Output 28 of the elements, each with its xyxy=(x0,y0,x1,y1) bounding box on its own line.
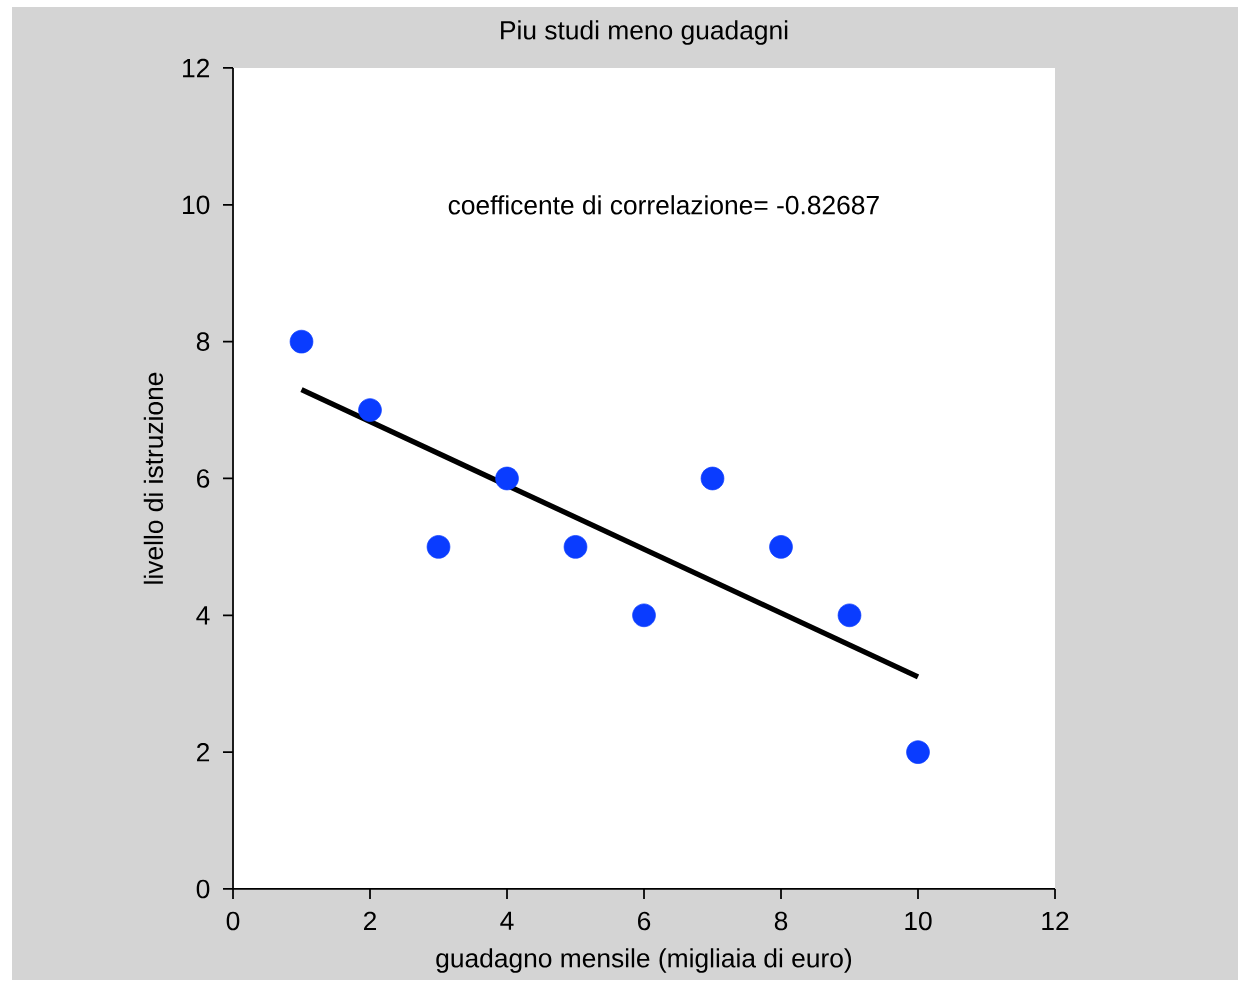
point xyxy=(632,603,656,628)
y-tick-label: 8 xyxy=(196,332,210,351)
point xyxy=(700,466,725,491)
x-tick-label: 6 xyxy=(638,911,651,931)
x-tick-label: 12 xyxy=(1042,911,1069,931)
point xyxy=(837,603,862,628)
y-tick-label: 10 xyxy=(183,195,210,215)
annotation: coefficente di correlazione= -0.82687 xyxy=(448,195,879,215)
y-tick-label: 4 xyxy=(196,606,210,625)
y-tick-label: 6 xyxy=(197,469,210,488)
point xyxy=(769,535,793,559)
point xyxy=(289,329,314,354)
y-tick-label: 2 xyxy=(197,742,210,762)
point xyxy=(426,535,451,559)
y-tick-label: 12 xyxy=(183,58,210,78)
x-tick-label: 4 xyxy=(500,911,514,930)
x-tick-label: 10 xyxy=(905,911,932,931)
point xyxy=(495,466,519,491)
x-axis-title: guadagno mensile (migliaia di euro) xyxy=(436,948,852,973)
chart-title: Piu studi meno guadagni xyxy=(501,20,788,45)
x-tick-label: 2 xyxy=(364,911,377,931)
point xyxy=(563,535,588,559)
point xyxy=(358,398,382,422)
y-axis-title: livello di istruzione xyxy=(143,372,164,584)
y-tick-label: 0 xyxy=(196,879,210,899)
x-tick-label: 8 xyxy=(774,911,788,931)
point xyxy=(906,740,930,764)
x-tick-label: 0 xyxy=(226,911,240,931)
